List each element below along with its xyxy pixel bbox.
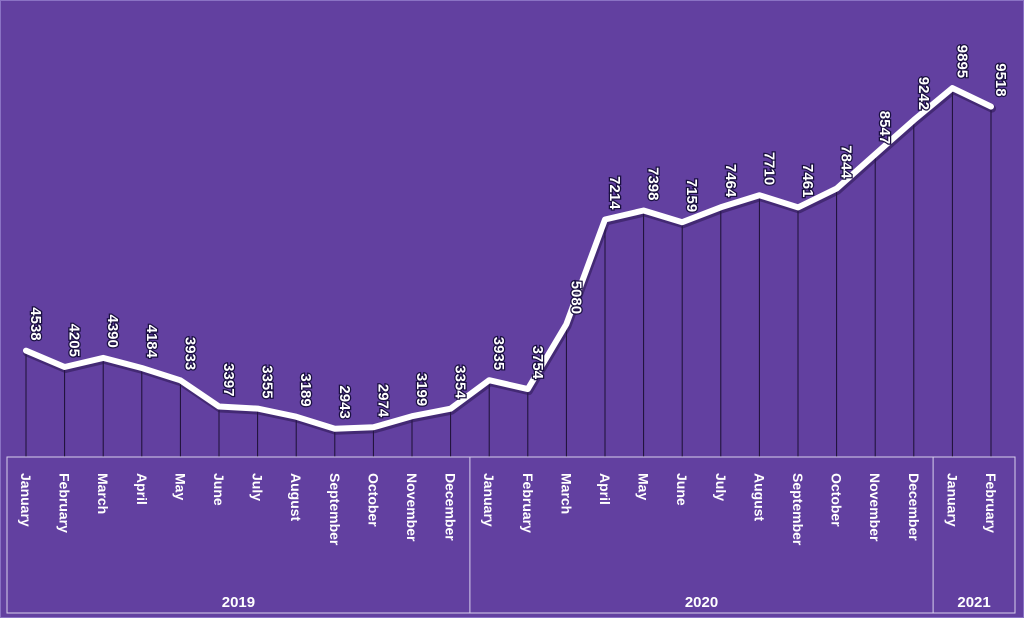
x-tick-label-8: September	[327, 473, 343, 546]
x-tick-label-14: March	[558, 473, 574, 514]
data-label-16: 7398	[645, 167, 662, 200]
data-label-0: 4538	[27, 307, 44, 340]
x-tick-label-0: January	[18, 473, 34, 527]
x-tick-label-22: November	[867, 473, 883, 542]
data-label-14: 5080	[567, 281, 584, 314]
x-tick-label-19: August	[751, 473, 767, 522]
x-axis: January February March April May June July Augu…	[6, 456, 1016, 614]
x-tick-label-21: October	[829, 473, 845, 527]
series-line-layer	[23, 85, 996, 435]
year-label-2021: 2021	[957, 594, 990, 611]
data-labels: 4538 4205 4390 4184 3933 3397 3355 3189 2943 2974…	[26, 44, 1011, 421]
x-tick-label-20: September	[790, 473, 806, 546]
x-tick-label-25: February	[983, 473, 999, 533]
x-tick-label-7: August	[288, 473, 304, 522]
data-label-5: 3397	[220, 363, 237, 396]
x-tick-label-15: April	[597, 473, 613, 505]
year-label-2020: 2020	[685, 594, 718, 611]
x-tick-label-24: January	[944, 473, 960, 527]
data-label-21: 7844	[838, 145, 855, 179]
series-line	[23, 85, 994, 432]
x-tick-label-13: February	[520, 473, 536, 533]
data-label-19: 7710	[760, 152, 777, 185]
x-tick-label-5: June	[211, 473, 227, 506]
data-label-13: 3754	[529, 346, 546, 380]
x-tick-label-16: May	[636, 473, 652, 500]
x-tick-label-4: May	[172, 473, 188, 500]
data-label-9: 2974	[374, 384, 391, 418]
data-label-8: 2943	[336, 385, 353, 418]
data-label-12: 3935	[490, 337, 507, 370]
data-label-20: 7461	[799, 164, 816, 197]
year-label-2019: 2019	[222, 594, 255, 611]
data-label-18: 7464	[722, 164, 739, 198]
x-tick-label-23: December	[906, 473, 922, 541]
drop-lines	[25, 88, 992, 457]
data-label-7: 3189	[297, 373, 314, 406]
data-label-15: 7214	[606, 176, 623, 210]
x-tick-label-3: April	[134, 473, 150, 505]
data-label-6: 3355	[259, 365, 276, 398]
x-tick-label-17: June	[674, 473, 690, 506]
data-label-4: 3933	[181, 337, 198, 370]
axis-frame	[6, 456, 1016, 614]
x-tick-label-6: July	[250, 473, 266, 501]
data-label-1: 4205	[66, 324, 83, 357]
x-tick-label-11: December	[443, 473, 459, 541]
x-tick-label-2: March	[95, 473, 111, 514]
x-tick-label-18: July	[713, 473, 729, 501]
data-label-24: 9895	[953, 45, 970, 78]
x-tick-label-10: November	[404, 473, 420, 542]
data-label-23: 9242	[915, 77, 932, 110]
data-label-25: 9518	[992, 63, 1009, 96]
data-label-11: 3354	[452, 365, 469, 399]
x-tick-label-1: February	[57, 473, 73, 533]
data-label-22: 8547	[876, 111, 893, 144]
data-label-17: 7159	[683, 179, 700, 212]
data-label-3: 4184	[143, 325, 160, 359]
x-tick-label-12: January	[481, 473, 497, 527]
data-label-10: 3199	[413, 373, 430, 406]
x-tick-label-9: October	[365, 473, 381, 527]
data-label-2: 4390	[104, 315, 121, 348]
